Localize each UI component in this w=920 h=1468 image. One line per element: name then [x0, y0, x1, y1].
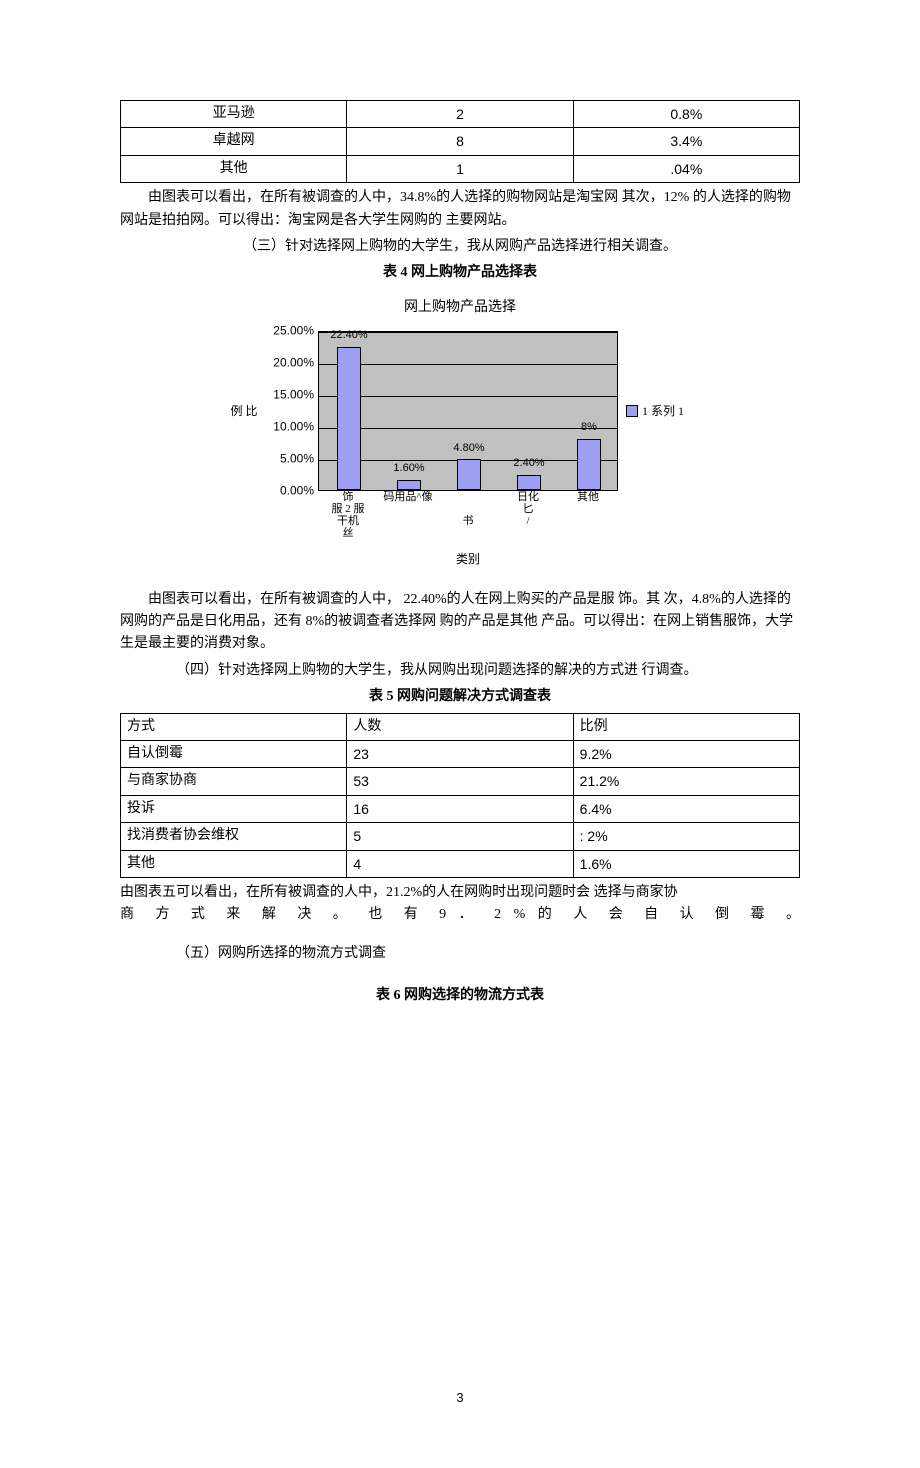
chart-bar — [337, 347, 361, 490]
table-row: 自认倒霉239.2% — [121, 741, 800, 768]
chart-bar-label: 8% — [581, 419, 597, 437]
x-axis-category: 饰服 2 服干机丝 — [318, 491, 378, 539]
legend-label: 1 系列 1 — [642, 402, 684, 421]
website-table: 亚马逊20.8% 卓越网83.4% 其他1.04% — [120, 100, 800, 183]
table4-title: 表 4 网上购物产品选择表 — [120, 262, 800, 284]
table-row: 亚马逊20.8% — [121, 101, 800, 128]
legend-swatch-icon — [626, 405, 638, 417]
table-row: 其他1.04% — [121, 155, 800, 182]
chart-bar-label: 4.80% — [453, 440, 484, 458]
paragraph-3b: 商 方 式 来 解 决 。 也 有 9 ． 2 % 的 人 会 自 认 倒 霉 … — [120, 904, 800, 926]
table-row: 卓越网83.4% — [121, 128, 800, 155]
chart-bar-label: 22.40% — [330, 327, 367, 345]
x-axis-labels: 饰服 2 服干机丝码用品^像 书日化匕/其他 — [318, 491, 618, 539]
solution-table: 方式 人数 比例 自认倒霉239.2% 与商家协商5321.2% 投诉166.4… — [120, 713, 800, 878]
table-row: 其他41.6% — [121, 850, 800, 877]
x-axis-category: 日化匕/ — [498, 491, 558, 539]
section-5-heading: （五）网购所选择的物流方式调查 — [120, 943, 800, 965]
paragraph-3a: 由图表五可以看出，在所有被调查的人中，21.2%的人在网购时出现问题时会 选择与… — [120, 882, 800, 904]
chart-bar-label: 2.40% — [513, 455, 544, 473]
chart-title: 网上购物产品选择 — [120, 297, 800, 319]
chart-bar — [457, 459, 481, 490]
y-axis-label: 例 比 — [230, 402, 258, 421]
table-row: 找消费者协会维权5: 2% — [121, 823, 800, 850]
paragraph-1: 由图表可以看出，在所有被调查的人中，34.8%的人选择的购物网站是淘宝网 其次，… — [120, 187, 800, 232]
page-number: 3 — [120, 1388, 800, 1409]
x-axis-category: 码用品^像 — [378, 491, 438, 539]
paragraph-2: 由图表可以看出，在所有被调查的人中， 22.40%的人在网上购买的产品是服 饰。… — [120, 589, 800, 656]
section-3-heading: （三）针对选择网上购物的大学生，我从网购产品选择进行相关调查。 — [120, 236, 800, 258]
chart-legend: 1 系列 1 — [626, 402, 684, 421]
x-axis-category: 其他 — [558, 491, 618, 539]
chart-bar — [517, 475, 541, 490]
chart-bar-label: 1.60% — [393, 460, 424, 478]
table-row: 与商家协商5321.2% — [121, 768, 800, 795]
section-4-heading: （四）针对选择网上购物的大学生，我从网购出现问题选择的解决的方式进 行调查。 — [120, 660, 800, 682]
x-axis-category: 书 — [438, 491, 498, 539]
table6-title: 表 6 网购选择的物流方式表 — [120, 985, 800, 1007]
product-chart: 例 比 0.00%5.00%10.00%15.00%20.00%25.00% 2… — [230, 331, 690, 569]
table-header-row: 方式 人数 比例 — [121, 713, 800, 740]
chart-plot-area: 22.40%1.60%4.80%2.40%8% — [318, 331, 618, 491]
y-axis-ticks: 0.00%5.00%10.00%15.00%20.00%25.00% — [258, 331, 318, 491]
table5-title: 表 5 网购问题解决方式调查表 — [120, 686, 800, 708]
table-row: 投诉166.4% — [121, 795, 800, 822]
chart-bar — [577, 439, 601, 490]
x-axis-title: 类别 — [318, 550, 618, 569]
chart-bar — [397, 480, 421, 490]
